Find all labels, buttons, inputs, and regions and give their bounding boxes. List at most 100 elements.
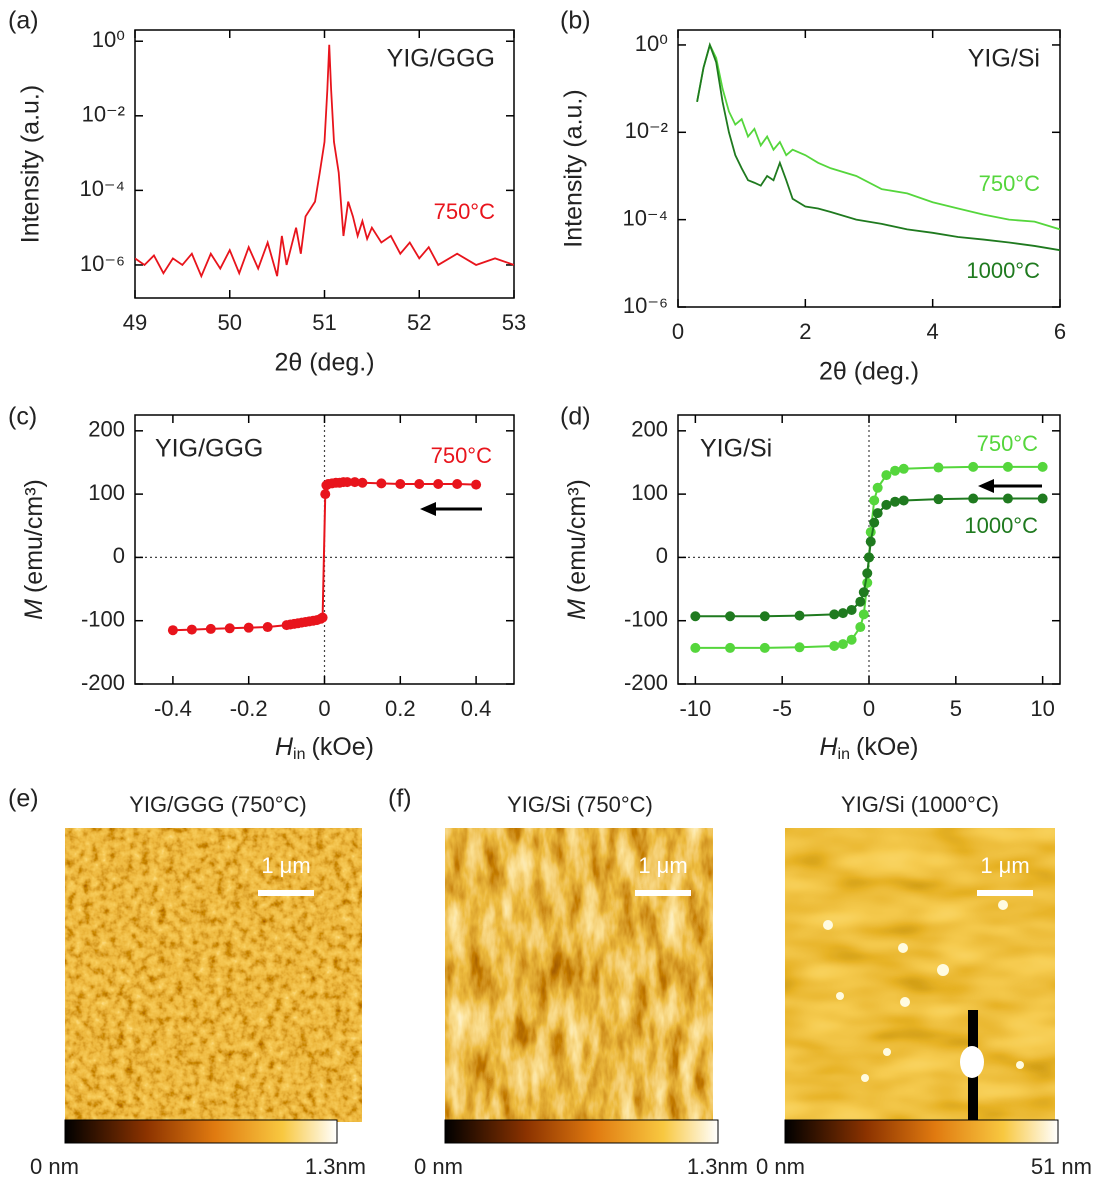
- data-point: [858, 609, 869, 620]
- x-axis-unit: (kOe): [312, 733, 375, 761]
- y-axis-unit: (emu/cm³): [20, 479, 48, 593]
- panel-letter: (e): [8, 785, 39, 813]
- y-tick-label: 10⁻⁴: [622, 205, 668, 230]
- sweep-arrow: [420, 479, 1042, 516]
- data-point: [862, 577, 873, 588]
- data-point: [725, 611, 736, 622]
- x-axis-label: Hin (kOe): [819, 733, 918, 764]
- data-point: [898, 463, 909, 474]
- y-tick-label: 200: [88, 417, 125, 442]
- data-point: [759, 642, 770, 653]
- colorbar-max: 1.3nm: [687, 1154, 748, 1179]
- data-point: [933, 462, 944, 473]
- sample-label: YIG/GGG: [155, 435, 263, 463]
- series-label: 750°C: [979, 171, 1041, 196]
- y-tick-label: 10⁻⁶: [80, 251, 125, 276]
- y-tick-label: 10⁻⁴: [79, 176, 125, 201]
- x-tick-label: -5: [772, 696, 792, 721]
- x-tick-label: 6: [1054, 319, 1066, 344]
- y-axis-label: Intensity (a.u.): [17, 85, 45, 243]
- data-point: [855, 596, 866, 607]
- data-point: [890, 465, 901, 476]
- panel-letter: (b): [560, 7, 591, 35]
- data-point: [262, 622, 273, 633]
- colorbar: [784, 1119, 1059, 1144]
- y-axis-symbol: M: [563, 599, 591, 620]
- data-point: [837, 608, 848, 619]
- x-axis-label: Hin (kOe): [275, 733, 374, 764]
- data-point: [869, 517, 880, 528]
- data-point: [167, 625, 178, 636]
- data-point: [872, 482, 883, 493]
- colorbar-min: 0 nm: [414, 1154, 463, 1179]
- x-tick-label: 0: [863, 696, 875, 721]
- x-tick-label: 10: [1030, 696, 1054, 721]
- colorbar: [444, 1119, 719, 1144]
- data-point: [357, 477, 368, 488]
- data-point: [881, 470, 892, 481]
- data-point: [846, 634, 857, 645]
- colorbar-max: 1.3nm: [305, 1154, 366, 1179]
- data-point: [872, 508, 883, 519]
- y-tick-label: 100: [88, 480, 125, 505]
- y-tick-label: 200: [631, 417, 668, 442]
- y-axis-label: Intensity (a.u.): [560, 89, 588, 247]
- colorbar-max: 51 nm: [1031, 1154, 1092, 1179]
- y-tick-label: 10⁰: [635, 31, 668, 56]
- x-tick-label: -10: [679, 696, 711, 721]
- data-point: [933, 494, 944, 505]
- scale-bar-label: 1 μm: [638, 853, 687, 878]
- afm-title: YIG/GGG (750°C): [129, 792, 307, 817]
- x-tick-label: 0.4: [461, 696, 492, 721]
- plot-frame: [677, 414, 1061, 685]
- data-point: [376, 478, 387, 489]
- x-axis-subscript: in: [293, 746, 305, 763]
- series-label: 750°C: [434, 199, 496, 224]
- data-point: [433, 478, 444, 489]
- x-tick-label: 4: [927, 319, 939, 344]
- data-point: [881, 499, 892, 510]
- x-tick-label: 53: [502, 310, 526, 335]
- x-tick-label: 0: [672, 319, 684, 344]
- data-point: [864, 552, 874, 563]
- data-point: [342, 477, 353, 488]
- plot-frame: [134, 29, 515, 299]
- data-point: [968, 493, 979, 504]
- data-point: [794, 642, 805, 653]
- y-tick-label: 10⁰: [92, 27, 125, 52]
- colorbar: [64, 1119, 338, 1144]
- plot-frame: [677, 29, 1061, 308]
- colorbar-min: 0 nm: [756, 1154, 805, 1179]
- data-point: [837, 639, 848, 650]
- x-axis-subscript: in: [838, 746, 850, 763]
- x-tick-label: 0: [318, 696, 330, 721]
- y-tick-label: -200: [81, 670, 125, 695]
- data-point: [414, 478, 425, 489]
- x-tick-label: 49: [123, 310, 147, 335]
- y-tick-label: 10⁻²: [82, 102, 125, 127]
- series-label: 1000°C: [966, 258, 1040, 283]
- data-point: [869, 495, 880, 506]
- data-point: [865, 527, 876, 538]
- panel-letter: (c): [8, 403, 37, 431]
- data-point: [690, 642, 701, 653]
- x-axis-symbol: H: [275, 733, 294, 761]
- x-tick-label: 51: [312, 310, 336, 335]
- data-point: [452, 478, 463, 489]
- y-axis-unit: (emu/cm³): [563, 479, 591, 593]
- y-tick-label: -100: [624, 607, 668, 632]
- scale-bars: [258, 890, 1033, 896]
- data-point: [725, 642, 736, 653]
- data-point: [898, 495, 909, 506]
- scale-bar-label: 1 μm: [980, 853, 1029, 878]
- series-line: [696, 42, 1060, 252]
- sample-label: YIG/GGG: [387, 45, 495, 73]
- data-point: [224, 623, 235, 634]
- panel-letter: (f): [388, 785, 412, 813]
- x-axis-unit: (kOe): [856, 733, 919, 761]
- x-axis-label: 2θ (deg.): [274, 349, 374, 377]
- data-point: [855, 622, 866, 633]
- colorbar-min: 0 nm: [30, 1154, 79, 1179]
- afm-image: [64, 827, 363, 1123]
